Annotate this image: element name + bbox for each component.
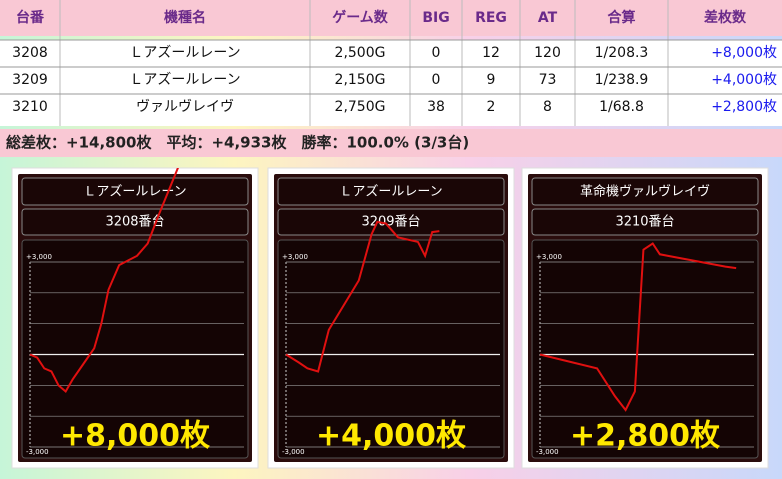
data-line	[29, 168, 179, 394]
plot-area	[277, 239, 505, 459]
table-cell: 2	[487, 99, 496, 115]
column-header: 合算	[608, 9, 636, 26]
title-box	[277, 177, 505, 206]
table-cell: 38	[427, 99, 445, 115]
table-cell: +2,800枚	[711, 99, 777, 115]
y-tick-label: +3,000	[536, 253, 562, 261]
table-cell: 12	[482, 45, 500, 61]
plot-area	[531, 239, 759, 459]
plot-area	[21, 239, 249, 459]
total-label: +4,000枚	[316, 419, 466, 454]
summary: 総差枚：+14,800枚 平均：+4,933枚 勝率：100.0% (3/3台)	[6, 134, 469, 152]
panel-title: Ｌアズールレーン	[83, 184, 186, 200]
panel-title: 革命機ヴァルヴレイヴ	[580, 184, 710, 200]
panel-subtitle: 3208番台	[105, 215, 164, 230]
table-cell: 1/68.8	[599, 99, 644, 115]
column-header: BIG	[422, 10, 449, 26]
subtitle-box	[21, 208, 249, 236]
column-header: AT	[538, 10, 558, 26]
table-cell: 2,500G	[335, 45, 386, 61]
y-tick-label: +3,000	[26, 253, 52, 261]
table-cell: +8,000枚	[711, 45, 777, 61]
table-cell: 1/208.3	[595, 45, 649, 61]
panel-subtitle: 3210番台	[615, 215, 674, 230]
table-cell: 3208	[12, 45, 48, 61]
column-header: ゲーム数	[332, 9, 389, 26]
y-tick-label: -3,000	[26, 448, 49, 456]
table-cell: Ｌアズールレーン	[129, 45, 240, 61]
table-body	[0, 40, 782, 126]
subtitle-box	[277, 208, 505, 236]
table-cell: 9	[487, 72, 496, 88]
table-cell: 2,750G	[335, 99, 386, 115]
table-cell: 2,150G	[335, 72, 386, 88]
summary-bar	[0, 129, 782, 157]
column-header: 機種名	[164, 9, 206, 26]
column-header: 差枚数	[704, 9, 747, 26]
data-line	[285, 220, 440, 373]
table-cell: ヴァルヴレイヴ	[136, 98, 234, 115]
table-header	[0, 0, 782, 36]
table-cell: 73	[539, 72, 557, 88]
data-line	[539, 242, 737, 412]
y-tick-label: +3,000	[282, 253, 308, 261]
table-cell: 3210	[12, 99, 48, 115]
y-tick-label: -3,000	[536, 448, 559, 456]
y-tick-label: -3,000	[282, 448, 305, 456]
title-box	[531, 177, 759, 206]
table-cell: 3209	[12, 72, 48, 88]
table-cell: 1/238.9	[595, 72, 649, 88]
subtitle-box	[531, 208, 759, 236]
total-label: +8,000枚	[60, 419, 210, 454]
column-header: REG	[475, 10, 507, 26]
table-cell: 0	[432, 45, 441, 61]
table-cell: +4,000枚	[711, 72, 777, 88]
column-header: 台番	[16, 9, 45, 26]
table-cell: Ｌアズールレーン	[129, 72, 240, 88]
panel-title: Ｌアズールレーン	[339, 184, 442, 200]
table-cell: 8	[543, 99, 552, 115]
total-label: +2,800枚	[570, 419, 720, 454]
panel-subtitle: 3209番台	[361, 215, 420, 230]
table-cell: 120	[534, 45, 561, 61]
title-box	[21, 177, 249, 206]
table-cell: 0	[432, 72, 441, 88]
